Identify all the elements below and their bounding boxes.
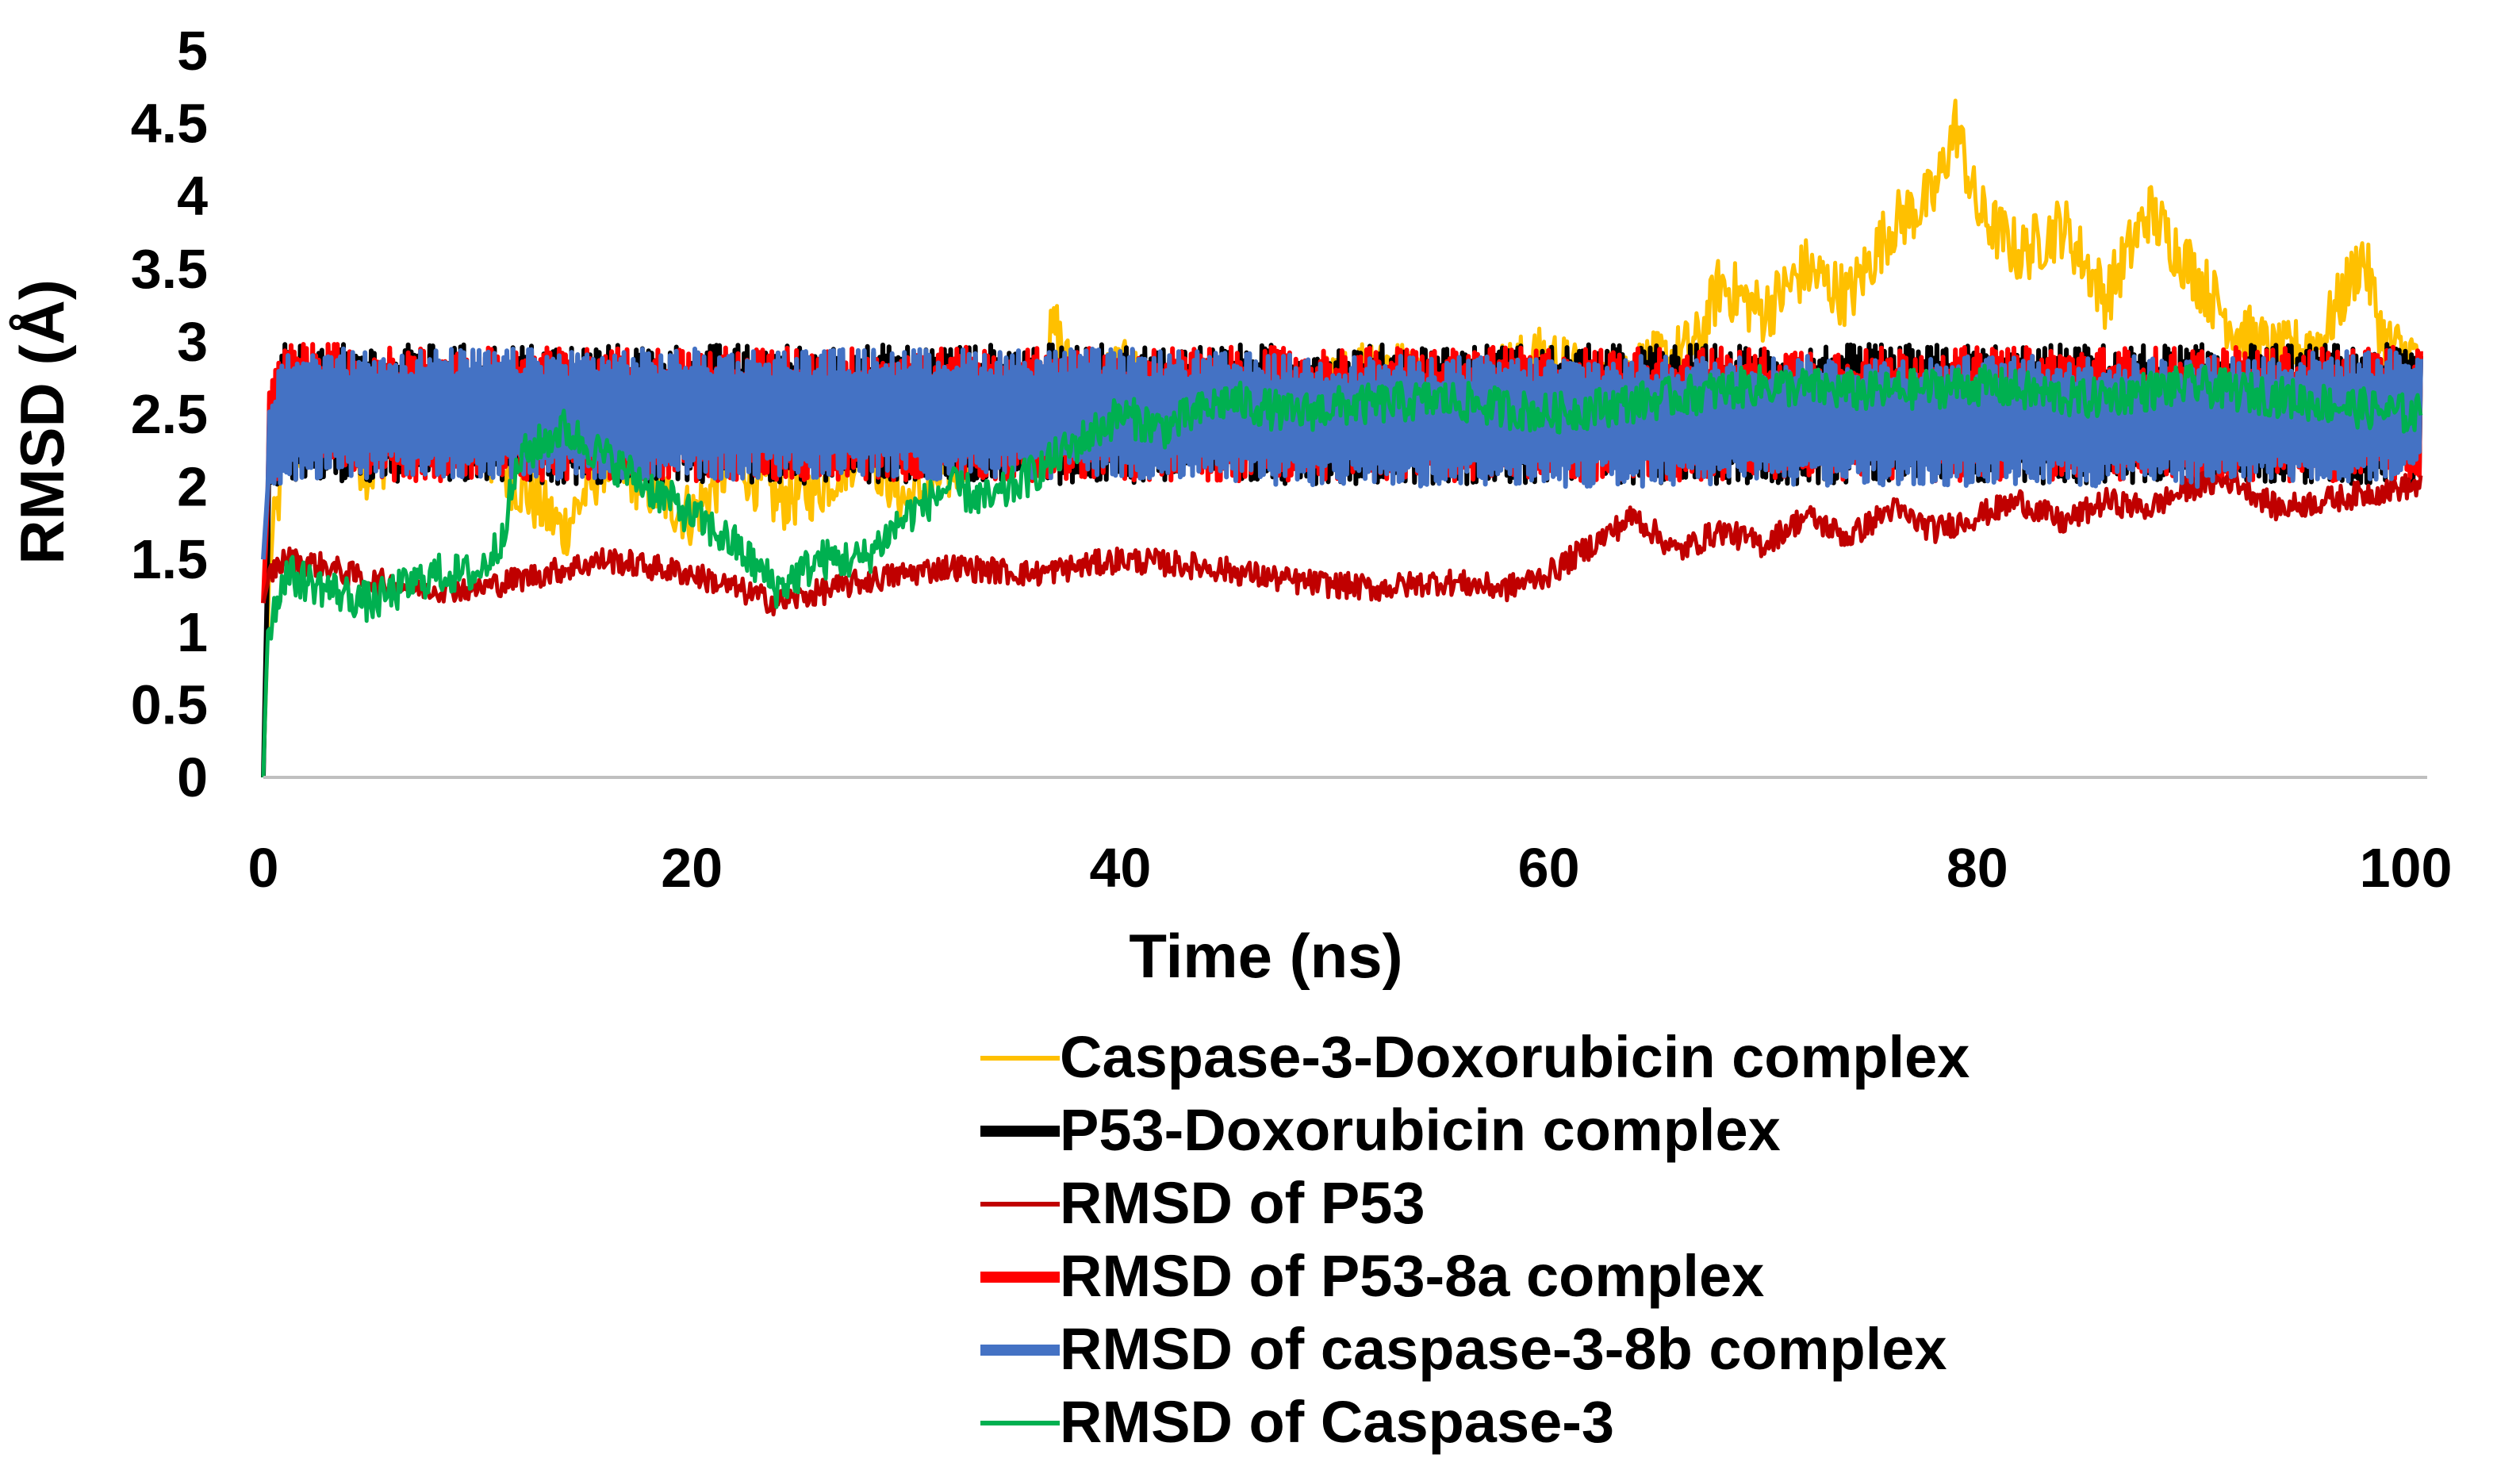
legend-label: P53-Doxorubicin complex (1060, 1097, 1781, 1163)
x-axis-title: Time (ns) (1129, 921, 1402, 991)
y-tick-label: 4 (177, 165, 208, 227)
x-tick-label: 20 (661, 837, 723, 899)
x-tick-labels: 0 20 40 60 80 100 (248, 837, 2453, 899)
y-tick-label: 1.5 (131, 528, 208, 590)
series-line-5 (261, 363, 2423, 778)
y-tick-label: 2.5 (131, 383, 208, 445)
y-tick-labels: 0 0.5 1 1.5 2 2.5 3 3.5 4 4.5 5 (131, 20, 208, 808)
y-tick-label: 4.5 (131, 93, 208, 155)
plot-lines-group (261, 98, 2423, 778)
y-axis-title: RMSD (Å) (7, 279, 77, 565)
y-tick-label: 1 (177, 601, 208, 663)
x-tick-label: 0 (248, 837, 279, 899)
y-tick-label: 3.5 (131, 238, 208, 300)
x-tick-label: 40 (1089, 837, 1151, 899)
x-tick-label: 80 (1947, 837, 2008, 899)
y-tick-label: 0 (177, 746, 208, 808)
y-tick-label: 0.5 (131, 673, 208, 735)
y-tick-label: 5 (177, 20, 208, 82)
legend-label: RMSD of P53 (1060, 1170, 1425, 1236)
x-tick-label: 100 (2360, 837, 2453, 899)
series-line-4 (261, 346, 2423, 560)
legend-label: RMSD of Caspase-3 (1060, 1389, 1614, 1455)
series-line-2 (261, 466, 2423, 617)
legend: Caspase-3-Doxorubicin complex P53-Doxorub… (980, 1024, 1970, 1455)
legend-label: Caspase-3-Doxorubicin complex (1060, 1024, 1970, 1090)
legend-label: RMSD of caspase-3-8b complex (1060, 1316, 1947, 1382)
x-tick-label: 60 (1518, 837, 1580, 899)
y-tick-label: 2 (177, 456, 208, 518)
y-tick-label: 3 (177, 310, 208, 372)
legend-label: RMSD of P53-8a complex (1060, 1243, 1764, 1309)
